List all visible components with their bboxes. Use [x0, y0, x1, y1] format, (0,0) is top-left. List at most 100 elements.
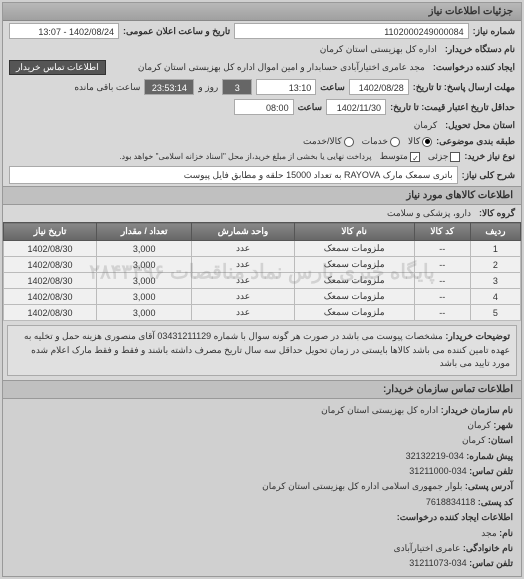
number-value: 1102000249000084	[234, 23, 469, 39]
check-jozi-label: جزئی	[428, 151, 449, 162]
valid-until-time: 08:00	[234, 99, 294, 115]
table-cell: 1	[470, 241, 520, 257]
pack-radio-group: کالا خدمات کالا/خدمت	[303, 136, 432, 147]
send-until-label: مهلت ارسال پاسخ: تا تاریخ:	[413, 82, 515, 93]
c-prefix-label: پیش شماره:	[466, 451, 513, 461]
table-cell: ملزومات سمعک	[294, 257, 414, 273]
pack-row: طبقه بندی موضوعی: کالا خدمات کالا/خدمت	[3, 134, 521, 149]
type-row: نوع نیاز خرید: جزئی متوسط پرداخت نهایی ی…	[3, 149, 521, 164]
radio-dot-icon	[422, 137, 432, 147]
table-cell: ملزومات سمعک	[294, 289, 414, 305]
table-header: نام کالا	[294, 223, 414, 241]
c-postal: 7618834118	[426, 497, 475, 507]
c-phone-label: تلفن تماس:	[469, 466, 513, 476]
contact-buyer-button[interactable]: اطلاعات تماس خریدار	[9, 60, 106, 75]
goods-section-title: اطلاعات کالاهای مورد نیاز	[3, 186, 521, 205]
table-cell: --	[414, 241, 470, 257]
send-until-time: 13:10	[256, 79, 316, 95]
desc-value: باتری سمعک مارک RAYOVA به تعداد 15000 حل…	[9, 166, 458, 184]
checkbox-icon	[410, 152, 420, 162]
c-province-label: استان:	[488, 435, 513, 445]
requester-label: ایجاد کننده درخواست:	[433, 62, 515, 73]
c-family-label: نام خانوادگی:	[463, 543, 513, 553]
table-cell: 5	[470, 305, 520, 321]
table-row: 2--ملزومات سمعکعدد3,0001402/08/30	[4, 257, 521, 273]
valid-until-label: حداقل تاریخ اعتبار قیمت: تا تاریخ:	[390, 102, 515, 113]
radio-kala[interactable]: کالا	[408, 136, 432, 147]
c-address: بلوار جمهوری اسلامی اداره کل بهزیستی است…	[262, 481, 462, 491]
table-cell: ملزومات سمعک	[294, 305, 414, 321]
delivery-place-row: استان محل تحویل: کرمان	[3, 117, 521, 134]
c-address-label: آدرس پستی:	[465, 481, 513, 491]
table-cell: 1402/08/30	[4, 273, 97, 289]
remaining-time: 23:53:14	[144, 79, 194, 95]
remaining-suffix: ساعت باقی مانده	[74, 82, 140, 93]
time-label-2: ساعت	[298, 102, 323, 113]
type-label: نوع نیاز خرید:	[464, 151, 515, 162]
contact-section: نام سازمان خریدار: اداره کل بهزیستی استا…	[3, 399, 521, 576]
type-check-group: جزئی متوسط	[380, 151, 461, 162]
number-label: شماره نیاز:	[473, 26, 515, 37]
requester-value: مجد عامری اختیارآبادی حسابدار و امین امو…	[110, 61, 429, 74]
table-cell: عدد	[192, 305, 294, 321]
buyer-org-row: نام دستگاه خریدار: اداره کل بهزیستی استا…	[3, 41, 521, 58]
requester-row: ایجاد کننده درخواست: مجد عامری اختیارآبا…	[3, 58, 521, 77]
type-note: پرداخت نهایی یا بخشی از مبلغ خرید،از محل…	[115, 151, 375, 162]
desc-label: شرح کلی نیاز:	[462, 170, 515, 181]
datetime-value: 1402/08/24 - 13:07	[9, 23, 119, 39]
goods-group-label: گروه کالا:	[479, 208, 515, 219]
radio-dot-icon	[344, 137, 354, 147]
need-details-panel: جزئیات اطلاعات نیاز شماره نیاز: 11020002…	[2, 2, 522, 577]
goods-group-row: گروه کالا: دارو، پزشکی و سلامت	[3, 205, 521, 222]
table-cell: 3,000	[96, 257, 191, 273]
table-cell: 1402/08/30	[4, 305, 97, 321]
table-cell: 3,000	[96, 289, 191, 305]
c-prefix: 034-32132219	[406, 451, 464, 461]
c-phone: 034-31211000	[409, 466, 466, 476]
remaining-block: 3 روز و 23:53:14 ساعت باقی مانده	[74, 79, 252, 95]
table-header: ردیف	[470, 223, 520, 241]
table-cell: 1402/08/30	[4, 241, 97, 257]
c-city-label: شهر:	[493, 420, 513, 430]
remaining-days-label: روز و	[198, 82, 218, 93]
c-family: عامری اختیارآبادی	[394, 543, 461, 553]
radio-khadamat[interactable]: خدمات	[362, 136, 400, 147]
contact-title: اطلاعات تماس سازمان خریدار:	[3, 380, 521, 399]
notes-text: مشخصات پیوست می باشد در صورت هر گونه سوا…	[24, 331, 510, 368]
goods-table-wrap: ردیفکد کالانام کالاواحد شمارشتعداد / مقد…	[3, 222, 521, 321]
notes-box: توضیحات خریدار: مشخصات پیوست می باشد در …	[7, 325, 517, 376]
c-creator-section: اطلاعات ایجاد کننده درخواست:	[397, 512, 513, 522]
table-row: 4--ملزومات سمعکعدد3,0001402/08/30	[4, 289, 521, 305]
table-row: 1--ملزومات سمعکعدد3,0001402/08/30	[4, 241, 521, 257]
table-header: تاریخ نیاز	[4, 223, 97, 241]
buyer-org-value: اداره کل بهزیستی استان کرمان	[316, 43, 441, 56]
c-province: کرمان	[462, 435, 485, 445]
table-cell: 1402/08/30	[4, 289, 97, 305]
table-cell: --	[414, 257, 470, 273]
table-cell: 3,000	[96, 241, 191, 257]
check-jozi[interactable]: جزئی	[428, 151, 461, 162]
time-label-1: ساعت	[320, 82, 345, 93]
send-until-date: 1402/08/28	[349, 79, 409, 95]
table-cell: --	[414, 273, 470, 289]
pack-label: طبقه بندی موضوعی:	[436, 136, 515, 147]
table-cell: 1402/08/30	[4, 257, 97, 273]
send-deadline-row: مهلت ارسال پاسخ: تا تاریخ: 1402/08/28 سا…	[3, 77, 521, 97]
check-motevaset[interactable]: متوسط	[380, 151, 420, 162]
valid-deadline-row: حداقل تاریخ اعتبار قیمت: تا تاریخ: 1402/…	[3, 97, 521, 117]
table-header: کد کالا	[414, 223, 470, 241]
radio-kala-label: کالا	[408, 136, 420, 147]
table-row: 3--ملزومات سمعکعدد3,0001402/08/30	[4, 273, 521, 289]
header-row: شماره نیاز: 1102000249000084 تاریخ و ساع…	[3, 21, 521, 41]
checkbox-icon	[450, 152, 460, 162]
table-header: واحد شمارش	[192, 223, 294, 241]
c-city: کرمان	[467, 420, 490, 430]
notes-label: توضیحات خریدار:	[445, 331, 510, 341]
datetime-label: تاریخ و ساعت اعلان عمومی:	[123, 26, 230, 37]
c-name: مجد	[481, 528, 496, 538]
remaining-days: 3	[222, 79, 252, 95]
table-header: تعداد / مقدار	[96, 223, 191, 241]
c-postal-label: کد پستی:	[478, 497, 513, 507]
table-cell: --	[414, 289, 470, 305]
radio-both[interactable]: کالا/خدمت	[303, 136, 354, 147]
